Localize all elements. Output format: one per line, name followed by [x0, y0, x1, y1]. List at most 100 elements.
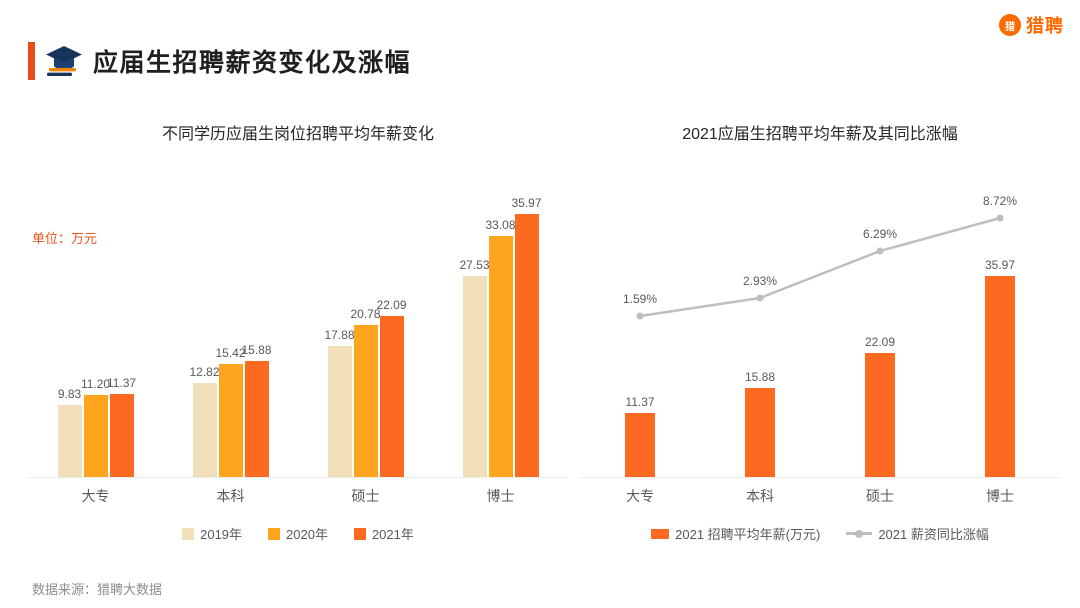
grouped-bar-plot: 9.83 11.20 11.37 12.82 15.42 15.88 17.88 20.78 2…: [28, 168, 568, 478]
bar-value-label: 27.53: [459, 258, 490, 272]
bar-value-label: 22.09: [864, 335, 896, 349]
bar-group: 12.82 15.42 15.88: [189, 343, 272, 477]
bar-value-label: 20.78: [350, 307, 381, 321]
legend-swatch: [353, 527, 366, 540]
bar-rect: [625, 413, 655, 477]
legend-swatch: [651, 528, 670, 539]
line-value-label: 8.72%: [982, 194, 1018, 208]
bar-rect: [57, 405, 82, 477]
liepin-logo: 猎 猎聘: [999, 12, 1064, 38]
bar-rect: [353, 325, 378, 477]
bar: 15.42: [215, 346, 246, 477]
bar: 33.08: [485, 218, 516, 477]
left-legend: 2019年 2020年 2021年: [28, 524, 568, 543]
legend-label: 2021 薪资同比涨幅: [878, 527, 989, 542]
bar-group: 27.53 33.08 35.97: [459, 196, 542, 477]
liepin-logo-text: 猎聘: [1026, 16, 1064, 36]
legend-label: 2020年: [286, 527, 328, 542]
charts-row: 不同学历应届生岗位招聘平均年薪变化 单位：万元 9.83 11.20 11.37 12…: [28, 108, 1060, 543]
bar-value-label: 22.09: [376, 298, 407, 312]
bar-rect: [745, 388, 775, 477]
x-axis-label: 本科: [216, 488, 245, 504]
right-legend: 2021 招聘平均年薪(万元) 2021 薪资同比涨幅: [580, 524, 1060, 543]
bar-rect: [985, 276, 1015, 477]
unit-label: 单位：万元: [32, 231, 98, 246]
bar: 11.20: [80, 377, 111, 477]
bar: 22.09: [865, 335, 895, 477]
bar-rect: [462, 276, 487, 477]
right-chart-title: 2021应届生招聘平均年薪及其同比涨幅: [682, 126, 958, 143]
legend-label: 2021 招聘平均年薪(万元): [675, 527, 821, 542]
legend-item: 2020年: [268, 524, 328, 543]
bar-value-label: 17.88: [324, 328, 355, 342]
data-source: 数据来源：猎聘大数据: [32, 582, 163, 597]
bar-line-chart: 2021应届生招聘平均年薪及其同比涨幅 11.37 15.88 22.09 35.97…: [580, 108, 1060, 543]
bar-rect: [379, 316, 404, 477]
x-axis-label: 博士: [986, 488, 1014, 504]
x-axis-label: 大专: [81, 488, 110, 504]
graduation-cap-icon: [45, 45, 83, 77]
bar-value-label: 15.42: [215, 346, 246, 360]
bar: 11.37: [106, 376, 137, 477]
left-x-axis: 大专 本科 硕士 博士: [28, 486, 568, 506]
bar-value-label: 33.08: [485, 218, 516, 232]
bar-rect: [83, 395, 108, 477]
liepin-logo-icon: 猎: [999, 14, 1021, 36]
grouped-bar-chart: 不同学历应届生岗位招聘平均年薪变化 单位：万元 9.83 11.20 11.37 12…: [28, 108, 568, 543]
x-axis-label: 大专: [626, 488, 654, 504]
bar: 9.83: [57, 387, 83, 477]
bar: 15.88: [241, 343, 272, 477]
legend-swatch: [182, 527, 195, 540]
page-header: 应届生招聘薪资变化及涨幅: [28, 42, 411, 80]
left-chart-title: 不同学历应届生岗位招聘平均年薪变化: [161, 126, 434, 143]
legend-item: 2021 薪资同比涨幅: [846, 524, 989, 543]
bar: 20.78: [350, 307, 381, 477]
bar-value-label: 12.82: [189, 365, 220, 379]
x-axis-label: 硕士: [351, 488, 380, 504]
bar: 11.37: [625, 395, 655, 477]
legend-item: 2021年: [353, 524, 414, 543]
legend-line-swatch: [846, 529, 873, 538]
bar-rect: [865, 353, 895, 477]
bar-rect: [327, 346, 352, 477]
bar-value-label: 35.97: [511, 196, 542, 210]
right-x-axis: 大专 本科 硕士 博士: [580, 486, 1060, 506]
legend-item: 2019年: [182, 524, 242, 543]
line-value-label: 2.93%: [742, 274, 778, 288]
line-value-label: 6.29%: [862, 227, 898, 241]
bar-rect: [192, 383, 217, 477]
bar: 17.88: [324, 328, 355, 477]
legend-item: 2021 招聘平均年薪(万元): [651, 524, 820, 543]
bar-group: 17.88 20.78 22.09: [324, 298, 407, 477]
bar: 15.88: [745, 370, 775, 477]
title-accent-bar: [28, 42, 35, 80]
bar-value-label: 9.83: [57, 387, 82, 401]
bar-value-label: 11.37: [106, 376, 137, 390]
x-axis-label: 本科: [746, 488, 774, 504]
legend-label: 2019年: [200, 527, 243, 542]
bar-value-label: 11.37: [625, 395, 655, 409]
legend-swatch: [268, 527, 281, 540]
bar-value-label: 35.97: [984, 258, 1016, 272]
x-axis-label: 硕士: [866, 488, 894, 504]
x-axis-label: 博士: [486, 488, 515, 504]
legend-label: 2021年: [371, 527, 414, 542]
bar: 35.97: [511, 196, 542, 477]
bar-rect: [488, 236, 513, 477]
right-bars: 11.37 15.88 22.09 35.97: [580, 168, 1060, 477]
bar: 27.53: [459, 258, 490, 477]
line-value-label: 1.59%: [622, 292, 658, 306]
bar: 12.82: [189, 365, 220, 477]
bar-group: 9.83 11.20 11.37: [57, 376, 137, 477]
bar-line-plot: 11.37 15.88 22.09 35.97 1.59% 2.93% 6.29% 8.72…: [580, 168, 1060, 478]
page-title: 应届生招聘薪资变化及涨幅: [93, 49, 412, 77]
bar-rect: [109, 394, 134, 477]
bar: 35.97: [985, 258, 1015, 477]
bar-value-label: 15.88: [744, 370, 776, 384]
bar-rect: [244, 361, 269, 477]
bar-rect: [514, 214, 539, 477]
bar-rect: [218, 364, 243, 477]
bar-value-label: 11.20: [80, 377, 111, 391]
bar: 22.09: [376, 298, 407, 477]
